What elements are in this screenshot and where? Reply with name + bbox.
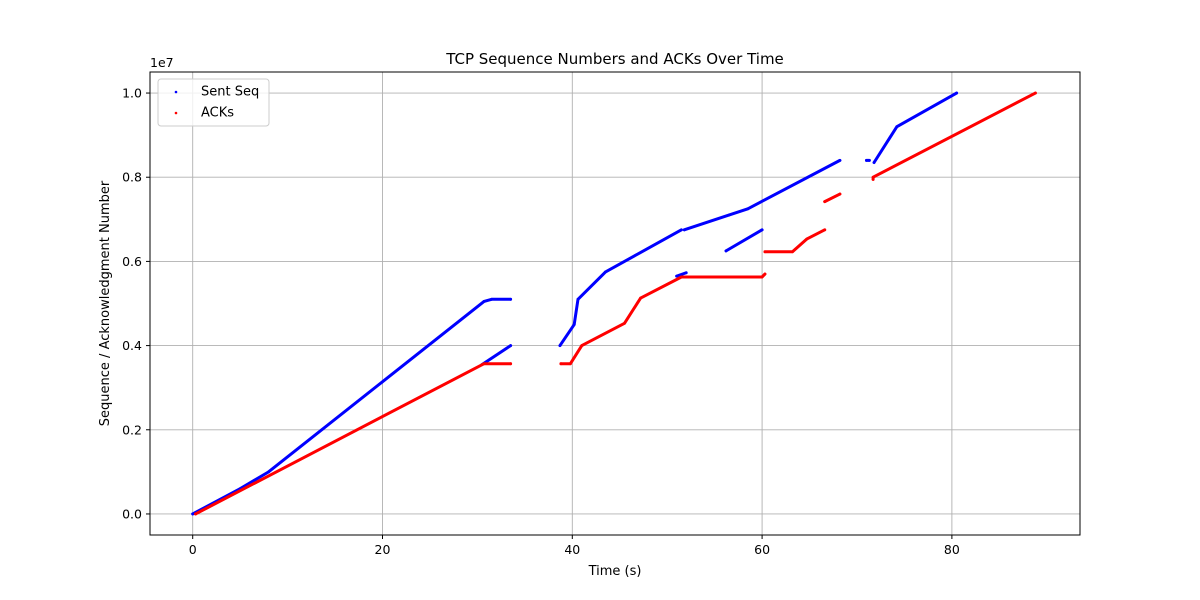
- data-point: [682, 228, 686, 232]
- y-tick-label: 0.2: [122, 422, 142, 437]
- data-point: [559, 362, 563, 366]
- data-point: [760, 228, 764, 232]
- legend-marker-acks: [174, 111, 178, 115]
- x-tick-label: 60: [754, 542, 770, 557]
- y-tick-label: 0.0: [122, 506, 142, 521]
- data-point: [865, 158, 868, 162]
- data-point: [1034, 91, 1037, 95]
- chart-title: TCP Sequence Numbers and ACKs Over Time: [445, 50, 784, 68]
- data-point: [604, 270, 607, 274]
- data-point: [680, 228, 683, 232]
- data-point: [871, 177, 875, 181]
- legend-marker-sent-seq: [174, 90, 178, 94]
- series-segment: [675, 271, 688, 278]
- data-point: [895, 125, 899, 129]
- y-tick-label: 1.0: [122, 86, 142, 101]
- legend-box: [157, 78, 270, 127]
- data-point: [267, 470, 271, 474]
- data-point: [509, 297, 513, 301]
- data-point: [763, 272, 767, 276]
- series-segment: [682, 158, 842, 232]
- data-point: [838, 192, 842, 196]
- y-tick-label: 0.6: [122, 254, 142, 269]
- data-point: [490, 297, 494, 301]
- data-point: [867, 158, 871, 162]
- legend-label-acks: ACKs: [201, 106, 234, 121]
- data-point: [623, 321, 626, 325]
- data-point: [760, 275, 764, 279]
- plot-area: [191, 91, 1037, 516]
- x-tick-label: 80: [944, 542, 960, 557]
- series-acks: [194, 91, 1037, 516]
- y-tick-label: 0.4: [122, 338, 142, 353]
- grid: [150, 72, 1080, 535]
- series-segment: [191, 297, 513, 516]
- legend: Sent Seq ACKs: [157, 78, 270, 127]
- x-tick-label: 40: [564, 542, 580, 557]
- series-segment: [480, 344, 513, 367]
- series-segment: [823, 192, 842, 204]
- x-axis-label: Time (s): [588, 564, 642, 579]
- data-point: [509, 362, 513, 366]
- series-segment: [559, 272, 767, 366]
- data-point: [569, 362, 572, 366]
- axes-frame: [149, 71, 1081, 536]
- data-point: [680, 275, 683, 279]
- data-point: [871, 175, 875, 179]
- data-point: [724, 249, 728, 253]
- data-point: [191, 512, 195, 516]
- data-point: [823, 228, 827, 232]
- data-point: [746, 207, 750, 211]
- ticks: 0 20 40 60 80 0.0 0.2 0.4 0.6 0.8 1.0: [122, 86, 960, 557]
- data-point: [823, 200, 827, 204]
- x-tick-label: 0: [189, 542, 197, 557]
- data-point: [482, 300, 486, 303]
- data-point: [684, 271, 688, 275]
- data-point: [872, 161, 876, 164]
- data-point: [509, 344, 513, 347]
- data-point: [558, 344, 562, 347]
- x-tick-label: 20: [375, 542, 391, 557]
- data-point: [194, 512, 197, 516]
- data-point: [791, 250, 794, 254]
- data-point: [576, 297, 580, 301]
- data-point: [580, 344, 584, 347]
- data-point: [838, 158, 842, 162]
- data-point: [763, 250, 767, 254]
- y-axis-label: Sequence / Acknowledgment Number: [98, 180, 113, 426]
- data-point: [482, 362, 486, 366]
- legend-label-sent-seq: Sent Seq: [201, 85, 259, 100]
- data-point: [572, 323, 576, 326]
- y-tick-label: 0.8: [122, 170, 142, 185]
- data-point: [805, 237, 809, 241]
- data-point: [955, 91, 959, 95]
- series-sent-seq: [191, 91, 959, 516]
- data-point: [639, 296, 643, 300]
- y-axis-offset-text: 1e7: [150, 55, 174, 70]
- data-point: [675, 274, 679, 278]
- series-segment: [763, 228, 827, 254]
- data-point: [727, 213, 731, 217]
- series-segment: [724, 228, 764, 253]
